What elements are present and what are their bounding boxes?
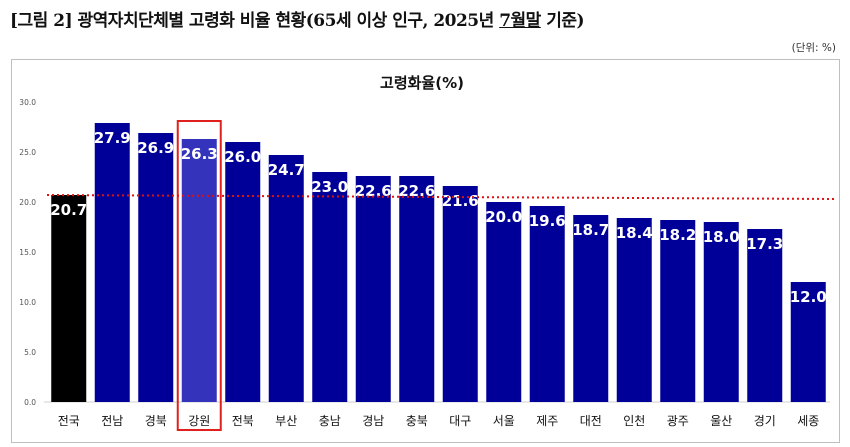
y-tick-label: 20.0 [19, 198, 36, 207]
category-label: 경기 [754, 414, 776, 428]
figure-title: [그림 2] 광역자치단체별 고령화 비율 현황(65세 이상 인구, 2025… [10, 6, 585, 31]
category-label: 대전 [580, 414, 602, 428]
bar-14 [660, 220, 696, 402]
y-tick-label: 30.0 [19, 98, 36, 107]
data-label: 27.9 [94, 129, 131, 147]
category-label: 대구 [449, 414, 471, 428]
category-label: 강원 [188, 414, 210, 428]
y-tick-label: 5.0 [24, 348, 36, 357]
data-label: 22.6 [355, 182, 392, 200]
bar-7 [355, 176, 391, 402]
category-label: 충남 [319, 414, 341, 428]
data-label: 26.3 [181, 145, 218, 163]
category-label: 서울 [493, 414, 515, 428]
category-label: 충북 [406, 414, 428, 428]
unit-note: (단위: %) [791, 42, 836, 54]
bar-6 [312, 172, 348, 402]
data-label: 20.7 [50, 201, 87, 219]
category-label: 부산 [275, 414, 297, 428]
bar-12 [573, 215, 609, 402]
figure-title-date: 7월말 [499, 11, 541, 31]
data-label: 24.7 [268, 161, 305, 179]
bar-3 [181, 139, 217, 402]
category-label: 경북 [145, 414, 167, 428]
y-tick-label: 0.0 [24, 398, 36, 407]
data-label: 12.0 [790, 288, 827, 306]
category-label: 울산 [710, 414, 732, 428]
data-label: 18.2 [659, 226, 696, 244]
average-reference-line [46, 194, 837, 200]
data-label: 18.0 [703, 228, 740, 246]
chart-title: 고령화율(%) [380, 74, 464, 92]
bar-13 [616, 218, 652, 402]
bar-9 [442, 186, 478, 402]
data-label: 26.0 [224, 148, 261, 166]
bar-11 [529, 206, 565, 402]
bar-5 [268, 155, 304, 402]
category-label: 광주 [667, 414, 689, 428]
bar-1 [94, 123, 130, 402]
category-label: 전북 [232, 414, 254, 428]
y-tick-label: 15.0 [19, 248, 36, 257]
data-label: 17.3 [746, 235, 783, 253]
y-tick-label: 10.0 [19, 298, 36, 307]
bar-17 [790, 282, 826, 402]
bar-15 [703, 222, 739, 402]
category-label: 전국 [58, 414, 80, 428]
data-label: 26.9 [137, 139, 174, 157]
category-label: 제주 [536, 414, 558, 428]
data-label: 22.6 [398, 182, 435, 200]
highlight-box [176, 120, 222, 431]
bar-4 [225, 142, 261, 402]
bar-16 [747, 229, 783, 402]
data-label: 20.0 [485, 208, 522, 226]
bar-2 [138, 133, 174, 402]
data-label: 23.0 [311, 178, 348, 196]
data-label: 18.4 [616, 224, 653, 242]
category-label: 인천 [623, 413, 645, 428]
y-tick-label: 25.0 [19, 148, 36, 157]
data-label: 21.6 [442, 192, 479, 210]
category-label: 경남 [362, 414, 384, 428]
bar-10 [486, 202, 522, 402]
bar-8 [399, 176, 435, 402]
data-label: 18.7 [572, 221, 609, 239]
category-label: 세종 [797, 414, 819, 428]
bar-0 [51, 195, 87, 402]
category-label: 전남 [101, 414, 123, 428]
figure-title-suffix: 기준) [540, 11, 585, 31]
figure-title-prefix: [그림 2] 광역자치단체별 고령화 비율 현황(65세 이상 인구, 2025… [10, 11, 500, 31]
data-label: 19.6 [529, 212, 566, 230]
